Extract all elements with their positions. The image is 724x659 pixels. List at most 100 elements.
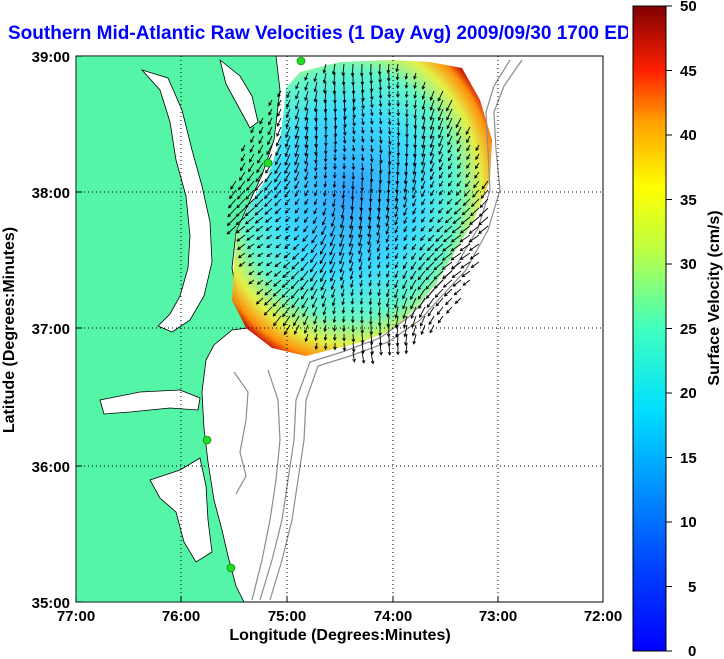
velocity-vector xyxy=(462,279,471,286)
velocity-vector-head xyxy=(433,257,438,262)
velocity-vector xyxy=(324,162,327,170)
velocity-vector xyxy=(395,243,399,250)
velocity-vector xyxy=(361,306,363,314)
velocity-vector xyxy=(448,153,453,161)
velocity-vector xyxy=(291,261,300,270)
velocity-vector xyxy=(402,279,408,289)
velocity-vector-head xyxy=(387,161,392,166)
velocity-vector xyxy=(323,198,327,206)
velocity-vector xyxy=(395,198,399,210)
velocity-vector xyxy=(332,207,336,217)
velocity-vector xyxy=(421,144,426,157)
velocity-vector-head xyxy=(250,129,254,134)
velocity-vector xyxy=(438,117,444,130)
velocity-vector xyxy=(387,306,390,317)
velocity-vector-head xyxy=(413,125,418,130)
velocity-vector-head xyxy=(425,266,430,271)
velocity-vector-head xyxy=(241,148,245,152)
velocity-vector xyxy=(257,270,264,276)
velocity-vector-head xyxy=(266,253,271,258)
velocity-vector xyxy=(403,243,408,250)
velocity-vector-head xyxy=(428,228,433,232)
velocity-vector-head xyxy=(265,169,269,174)
velocity-vector-head xyxy=(360,148,365,153)
velocity-vector-head xyxy=(283,331,288,336)
colorbar-tick-label: 5 xyxy=(688,579,696,596)
velocity-vector-head xyxy=(320,251,324,255)
velocity-vector-head xyxy=(387,131,392,136)
velocity-vector xyxy=(405,162,408,175)
velocity-vector-head xyxy=(456,140,460,145)
velocity-vector-head xyxy=(301,304,305,309)
velocity-vector xyxy=(321,288,327,299)
velocity-vector-head xyxy=(385,247,390,252)
velocity-vector-head xyxy=(313,88,318,93)
velocity-vector xyxy=(294,144,300,157)
velocity-vector xyxy=(395,234,399,242)
velocity-vector xyxy=(293,234,300,241)
velocity-vector-head xyxy=(330,223,335,228)
velocity-vector-head xyxy=(304,192,308,197)
velocity-vector xyxy=(402,297,408,309)
velocity-vector xyxy=(421,189,426,197)
velocity-vector xyxy=(369,297,372,305)
velocity-vector-head xyxy=(340,285,345,290)
velocity-vector-head xyxy=(294,169,298,174)
velocity-vector xyxy=(410,306,417,319)
velocity-vector-head xyxy=(330,278,334,282)
velocity-vector-head xyxy=(377,292,381,297)
velocity-vector-head xyxy=(403,212,407,217)
velocity-vector xyxy=(304,90,309,101)
velocity-vector-head xyxy=(459,256,464,260)
velocity-vector-head xyxy=(320,278,324,283)
velocity-vector xyxy=(403,216,408,224)
velocity-vector-head xyxy=(323,175,328,179)
velocity-vector xyxy=(414,144,417,157)
colorbar-tick-label: 15 xyxy=(680,450,697,467)
velocity-vector-head xyxy=(339,269,343,273)
velocity-vector-head xyxy=(276,132,280,137)
velocity-vector-head xyxy=(441,266,446,270)
velocity-vector xyxy=(294,216,300,222)
velocity-vector-head xyxy=(425,295,430,300)
velocity-vector-head xyxy=(314,159,318,164)
velocity-vector-head xyxy=(314,346,319,350)
velocity-vector-head xyxy=(438,159,443,163)
velocity-vector-head xyxy=(341,185,346,190)
velocity-vector-head xyxy=(455,124,460,129)
velocity-vector xyxy=(379,162,382,174)
velocity-vector-head xyxy=(403,228,407,233)
velocity-vector xyxy=(257,279,264,285)
velocity-vector-head xyxy=(254,211,259,216)
velocity-vector xyxy=(226,225,237,235)
velocity-vector-head xyxy=(264,282,269,286)
velocity-vector-head xyxy=(418,266,422,271)
chesapeake-bay xyxy=(140,69,213,333)
velocity-vector-head xyxy=(313,98,318,103)
velocity-vector xyxy=(361,351,365,363)
velocity-vector xyxy=(294,171,300,181)
lon-tick-label: 75:00 xyxy=(268,608,306,625)
velocity-vector xyxy=(315,333,318,341)
velocity-vector xyxy=(410,279,417,290)
velocity-vector xyxy=(435,297,444,307)
velocity-vector xyxy=(359,261,363,270)
velocity-vector-head xyxy=(333,166,337,171)
velocity-vector-head xyxy=(333,149,338,154)
velocity-vector xyxy=(378,306,381,316)
velocity-vector xyxy=(324,324,327,332)
velocity-vector xyxy=(340,216,345,228)
velocity-vector-head xyxy=(388,141,392,146)
velocity-vector-head xyxy=(274,202,278,207)
velocity-vector xyxy=(386,279,390,287)
velocity-vector-head xyxy=(474,165,479,170)
velocity-vector-head xyxy=(412,202,416,207)
velocity-vector-head xyxy=(284,143,289,148)
velocity-vector-head xyxy=(377,273,381,278)
velocity-vector-head xyxy=(323,346,328,350)
velocity-vector xyxy=(352,351,355,362)
velocity-vector xyxy=(475,162,480,169)
velocity-vector xyxy=(284,198,291,206)
velocity-vector-head xyxy=(273,283,277,287)
velocity-vector xyxy=(323,315,327,324)
